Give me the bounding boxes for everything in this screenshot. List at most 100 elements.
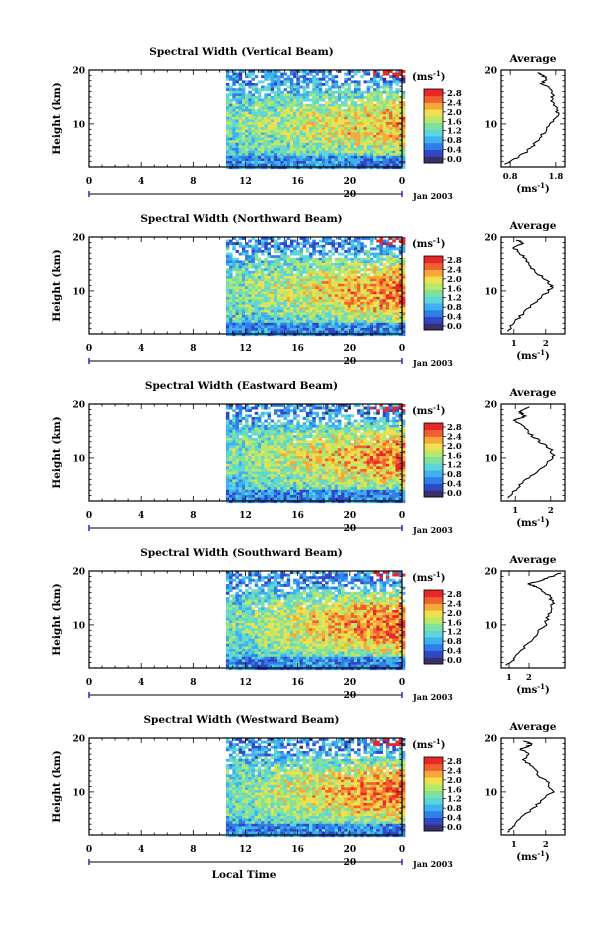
heatmap-cell <box>325 445 329 449</box>
heatmap-cell <box>392 93 396 97</box>
heatmap-cell <box>273 309 278 313</box>
heatmap-cell <box>398 163 403 167</box>
heatmap-cell <box>245 257 249 261</box>
heatmap-cell <box>273 96 278 99</box>
heatmap-cell <box>328 103 332 107</box>
heatmap-cell <box>225 244 230 248</box>
heatmap-cell <box>398 263 403 266</box>
heatmap-cell <box>232 124 236 128</box>
heatmap-cell <box>328 163 332 167</box>
heatmap-cell <box>267 83 271 86</box>
heatmap-cell <box>238 83 243 86</box>
heatmap-cell <box>334 101 339 105</box>
heatmap-cell <box>376 75 380 79</box>
heatmap-cell <box>360 75 364 79</box>
heatmap-cell <box>296 242 300 246</box>
heatmap-cell <box>353 127 358 131</box>
heatmap-cell <box>337 252 342 256</box>
heatmap-cell <box>245 315 249 318</box>
heatmap-cell <box>315 124 319 128</box>
heatmap-cell <box>389 142 393 146</box>
heatmap-cell <box>369 437 374 441</box>
heatmap-cell <box>267 247 271 251</box>
heatmap-cell <box>360 111 364 115</box>
heatmap-cell <box>331 239 335 243</box>
heatmap-cell <box>305 153 310 157</box>
heatmap-cell <box>366 427 371 431</box>
heatmap-cell <box>318 161 323 164</box>
heatmap-cell <box>341 124 345 128</box>
heatmap-cell <box>315 281 319 285</box>
heatmap-cell <box>261 276 265 279</box>
heatmap-cell <box>392 257 396 261</box>
heatmap-cell <box>241 153 246 157</box>
heatmap-cell <box>261 281 265 285</box>
heatmap-cell <box>238 440 243 444</box>
heatmap-cell <box>395 137 399 141</box>
heatmap-cell <box>350 435 355 439</box>
heatmap-cell <box>392 237 396 240</box>
heatmap-cell <box>296 320 300 324</box>
heatmap-cell <box>350 315 355 318</box>
heatmap-cell <box>309 265 313 269</box>
heatmap-cell <box>254 88 259 92</box>
heatmap-cell <box>315 132 319 136</box>
heatmap-cell <box>321 299 326 303</box>
heatmap-cell <box>257 312 262 316</box>
heatmap-cell <box>350 103 355 107</box>
heatmap-cell <box>312 83 316 86</box>
heatmap-cell <box>309 414 313 418</box>
heatmap-cell <box>286 260 291 264</box>
heatmap-cell <box>277 103 281 107</box>
heatmap-cell <box>344 129 348 133</box>
heatmap-cell <box>254 330 259 334</box>
heatmap-cell <box>353 142 358 146</box>
heatmap-cell <box>232 307 236 311</box>
heatmap-cell <box>360 124 364 128</box>
heatmap-cell <box>296 88 300 92</box>
heatmap-cell <box>392 129 396 133</box>
heatmap-cell <box>328 283 332 287</box>
heatmap-cell <box>379 145 383 149</box>
heatmap-cell <box>232 75 236 79</box>
heatmap-cell <box>382 142 387 146</box>
heatmap-cell <box>257 145 262 149</box>
heatmap-cell <box>245 135 249 138</box>
heatmap-cell <box>254 124 259 128</box>
heatmap-cell <box>257 129 262 133</box>
heatmap-cell <box>270 283 275 287</box>
heatmap-cell <box>280 304 284 308</box>
heatmap-cell <box>328 106 332 110</box>
heatmap-cell <box>289 268 294 272</box>
heatmap-cell <box>289 443 294 446</box>
heatmap-cell <box>395 291 399 295</box>
heatmap-cell <box>369 333 374 337</box>
heatmap-cell <box>331 244 335 248</box>
heatmap-cell <box>254 281 259 285</box>
heatmap-cell <box>248 161 252 164</box>
heatmap-cell <box>363 417 367 420</box>
heatmap-cell <box>347 289 351 292</box>
heatmap-cell <box>245 244 249 248</box>
heatmap-cell <box>293 244 297 248</box>
heatmap-cell <box>325 440 329 444</box>
heatmap-cell <box>341 153 345 157</box>
heatmap-cell <box>392 135 396 138</box>
heatmap-cell <box>248 142 252 146</box>
heatmap-cell <box>344 270 348 274</box>
heatmap-cell <box>347 148 351 151</box>
heatmap-cell <box>229 286 233 290</box>
heatmap-cell <box>225 307 230 311</box>
heatmap-cell <box>245 122 249 125</box>
heatmap-cell <box>229 299 233 303</box>
heatmap-cell <box>257 111 262 115</box>
heatmap-cell <box>245 406 249 410</box>
heatmap-cell <box>280 322 284 326</box>
heatmap-cell <box>341 307 345 311</box>
heatmap-cell <box>334 296 339 300</box>
heatmap-cell <box>331 325 335 329</box>
heatmap-cell <box>379 312 383 316</box>
heatmap-cell <box>315 88 319 92</box>
heatmap-cell <box>273 302 278 305</box>
heatmap-cell <box>302 263 307 266</box>
